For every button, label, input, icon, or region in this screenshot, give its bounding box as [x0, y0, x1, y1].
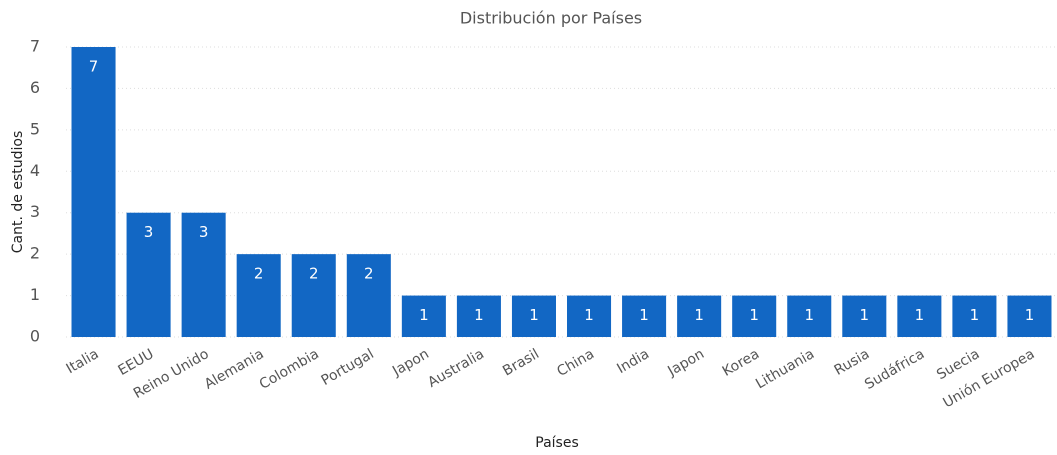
- bar: [71, 47, 116, 337]
- y-tick-label: 7: [30, 37, 40, 56]
- data-label: 1: [584, 306, 594, 324]
- data-label: 1: [694, 306, 704, 324]
- chart-title: Distribución por Países: [460, 9, 642, 28]
- data-label: 7: [89, 58, 99, 76]
- bar: [677, 295, 722, 337]
- x-axis-title: Países: [535, 435, 578, 451]
- data-label: 1: [639, 306, 649, 324]
- y-tick-label: 1: [30, 285, 40, 304]
- x-tick-label: Korea: [720, 346, 762, 380]
- bar: [732, 295, 777, 337]
- y-tick-label: 6: [30, 78, 40, 97]
- x-tick-label: EEUU: [116, 346, 157, 379]
- data-label: 3: [144, 223, 154, 241]
- data-label: 1: [915, 306, 925, 324]
- x-tick-label: Colombia: [257, 346, 322, 393]
- x-tick-label: Japon: [664, 346, 707, 380]
- x-tick-label: Italia: [64, 346, 102, 377]
- bar: [567, 295, 612, 337]
- data-label: 1: [860, 306, 870, 324]
- data-label: 2: [254, 265, 264, 283]
- data-label: 1: [804, 306, 814, 324]
- x-tick-label: Sudáfrica: [862, 346, 927, 393]
- x-tick-label: Australia: [425, 346, 487, 391]
- bar: [236, 254, 281, 337]
- bar: [346, 254, 391, 337]
- bar: [511, 295, 556, 337]
- data-label: 1: [474, 306, 484, 324]
- data-label: 1: [749, 306, 759, 324]
- bar: [291, 254, 336, 337]
- data-label: 1: [1025, 306, 1035, 324]
- x-tick-label: Brasil: [500, 346, 542, 379]
- data-label: 2: [309, 265, 319, 283]
- bar: [181, 212, 226, 337]
- x-tick-label: Alemania: [202, 346, 267, 393]
- x-tick-label: Lithuania: [753, 346, 817, 392]
- bar: [787, 295, 832, 337]
- data-label: 1: [970, 306, 980, 324]
- y-axis-title: Cant. de estudios: [10, 131, 26, 253]
- bar: [952, 295, 997, 337]
- x-tick-label: Japon: [389, 346, 432, 380]
- bar: [622, 295, 667, 337]
- bar: [897, 295, 942, 337]
- data-label: 1: [529, 306, 539, 324]
- x-tick-label: Unión Europea: [941, 346, 1038, 411]
- y-tick-label: 0: [30, 327, 40, 346]
- bar: [401, 295, 446, 337]
- data-label: 2: [364, 265, 374, 283]
- y-tick-label: 2: [30, 244, 40, 263]
- x-tick-label: India: [614, 346, 652, 377]
- x-tick-label: China: [554, 346, 597, 380]
- y-tick-label: 4: [30, 161, 40, 180]
- x-tick-label: Rusia: [832, 346, 873, 379]
- bar: [456, 295, 501, 337]
- bar: [842, 295, 887, 337]
- x-tick-label: Portugal: [319, 346, 377, 389]
- data-label: 1: [419, 306, 429, 324]
- bar: [1007, 295, 1052, 337]
- y-tick-label: 5: [30, 119, 40, 138]
- bar: [126, 212, 171, 337]
- y-tick-label: 3: [30, 202, 40, 221]
- data-label: 3: [199, 223, 209, 241]
